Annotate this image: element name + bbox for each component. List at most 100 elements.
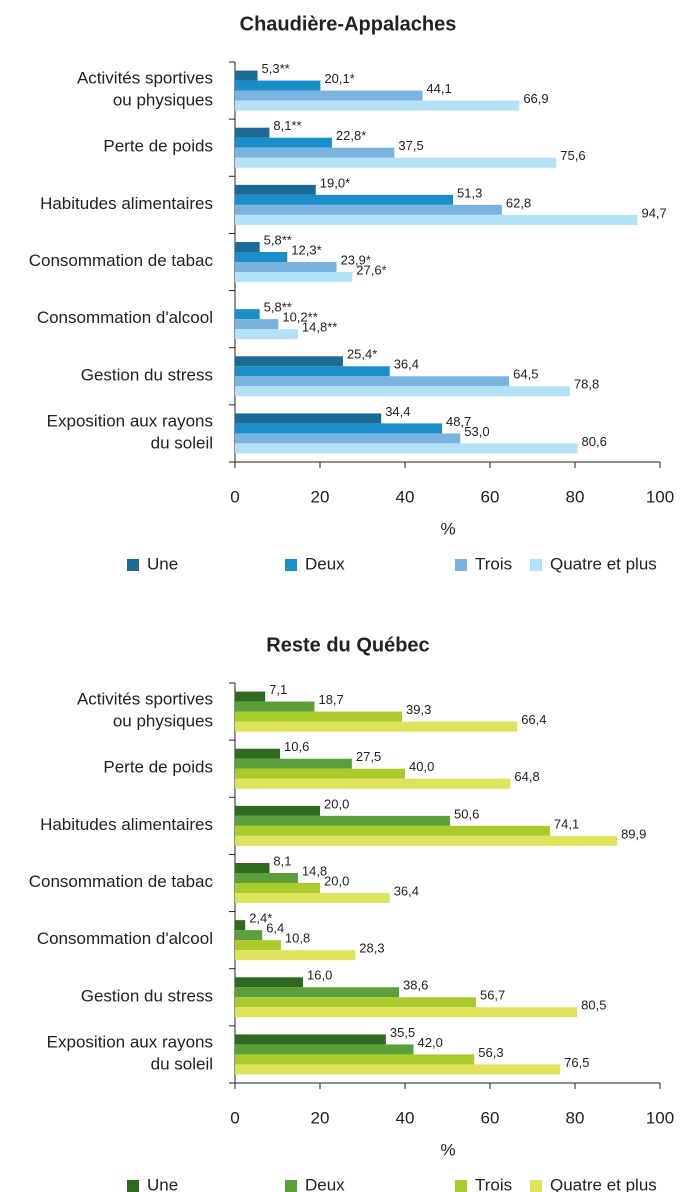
bar — [235, 778, 511, 789]
bar — [235, 433, 461, 444]
bar — [235, 873, 298, 883]
bar — [235, 883, 320, 893]
legend-swatch — [455, 1180, 467, 1192]
value-label: 5,8** — [264, 300, 292, 315]
legend-swatch — [285, 559, 297, 571]
value-label: 7,1 — [269, 682, 287, 697]
category-label: Consommation de tabac — [29, 872, 214, 891]
value-label: 16,0 — [307, 968, 332, 983]
value-label: 44,1 — [426, 81, 451, 96]
bar — [235, 413, 382, 424]
bar — [235, 930, 263, 941]
value-label: 22,8* — [336, 128, 366, 143]
bar — [235, 758, 352, 769]
bar — [235, 701, 315, 712]
bar — [235, 272, 353, 282]
value-label: 39,3 — [406, 702, 431, 717]
legend-label: Une — [147, 1175, 178, 1192]
value-label: 20,0 — [324, 873, 349, 888]
bar — [235, 691, 266, 702]
x-tick-label: 100 — [646, 487, 674, 506]
category-label: Habitudes alimentaires — [40, 815, 213, 834]
value-label: 5,3** — [262, 61, 290, 76]
x-tick-label: 20 — [311, 1108, 330, 1127]
x-tick-label: 60 — [481, 487, 500, 506]
value-label: 35,5 — [390, 1025, 415, 1040]
value-label: 36,4 — [394, 357, 419, 372]
category-label: Habitudes alimentaires — [40, 194, 213, 213]
legend-swatch — [530, 559, 542, 571]
bar — [235, 940, 281, 951]
value-label: 80,5 — [581, 998, 606, 1013]
bar — [235, 893, 390, 903]
bar — [235, 815, 451, 826]
category-label: Consommation d'alcool — [37, 930, 213, 949]
legend-label: Quatre et plus — [550, 554, 657, 573]
value-label: 27,6* — [356, 262, 386, 277]
value-label: 50,6 — [454, 806, 479, 821]
bar — [235, 252, 288, 262]
value-label: 64,5 — [513, 367, 538, 382]
bar — [235, 997, 476, 1008]
x-tick-label: 40 — [396, 487, 415, 506]
value-label: 66,9 — [523, 91, 548, 106]
value-label: 10,2** — [282, 310, 317, 325]
legend-swatch — [455, 559, 467, 571]
bar — [235, 835, 618, 846]
category-label: Exposition aux rayons du soleil — [47, 412, 213, 453]
value-label: 74,1 — [554, 816, 579, 831]
value-label: 75,6 — [560, 148, 585, 163]
value-label: 66,4 — [521, 712, 546, 727]
chart-title: Chaudière-Appalaches — [240, 13, 457, 35]
value-label: 42,0 — [418, 1035, 443, 1050]
bar — [235, 768, 405, 779]
value-label: 14,8 — [302, 863, 327, 878]
category-label: Consommation de tabac — [29, 251, 214, 270]
legend-swatch — [285, 1180, 297, 1192]
value-label: 48,7 — [446, 414, 471, 429]
x-tick-label: 0 — [230, 487, 239, 506]
bar — [235, 309, 260, 320]
bar — [235, 423, 442, 434]
x-tick-label: 60 — [481, 1108, 500, 1127]
value-label: 62,8 — [506, 195, 531, 210]
value-label: 38,6 — [403, 978, 428, 993]
bar — [235, 100, 520, 111]
category-label: Gestion du stress — [81, 366, 213, 385]
bar — [235, 825, 550, 836]
bar — [235, 319, 279, 330]
x-tick-label: 20 — [311, 487, 330, 506]
bar — [235, 194, 454, 205]
bar — [235, 1034, 386, 1045]
value-label: 64,8 — [514, 769, 539, 784]
x-tick-label: 100 — [646, 1108, 674, 1127]
legend-label: Une — [147, 554, 178, 573]
category-label: Exposition aux rayons du soleil — [47, 1033, 213, 1074]
value-label: 14,8** — [302, 320, 337, 335]
bar — [235, 920, 246, 931]
chart: Reste du Québec Activités sportives ou phy… — [29, 634, 674, 1192]
category-label: Gestion du stress — [81, 987, 213, 1006]
value-label: 51,3 — [457, 185, 482, 200]
bar — [235, 1054, 475, 1065]
x-tick-label: 80 — [566, 487, 585, 506]
value-label: 5,8** — [264, 232, 292, 247]
bar — [235, 977, 303, 988]
category-label: Perte de poids — [103, 137, 213, 156]
value-label: 8,1** — [273, 118, 301, 133]
bar — [235, 711, 403, 722]
bar — [235, 127, 270, 138]
x-tick-label: 40 — [396, 1108, 415, 1127]
value-label: 8,1 — [273, 853, 291, 868]
chart-title: Reste du Québec — [266, 634, 429, 656]
bar — [235, 147, 395, 158]
value-label: 80,6 — [582, 434, 607, 449]
legend-label: Deux — [305, 554, 345, 573]
bar — [235, 721, 518, 732]
value-label: 34,4 — [385, 404, 410, 419]
bar — [235, 329, 298, 340]
bar — [235, 204, 502, 215]
legend-swatch — [127, 559, 139, 571]
legend-swatch — [127, 1180, 139, 1192]
